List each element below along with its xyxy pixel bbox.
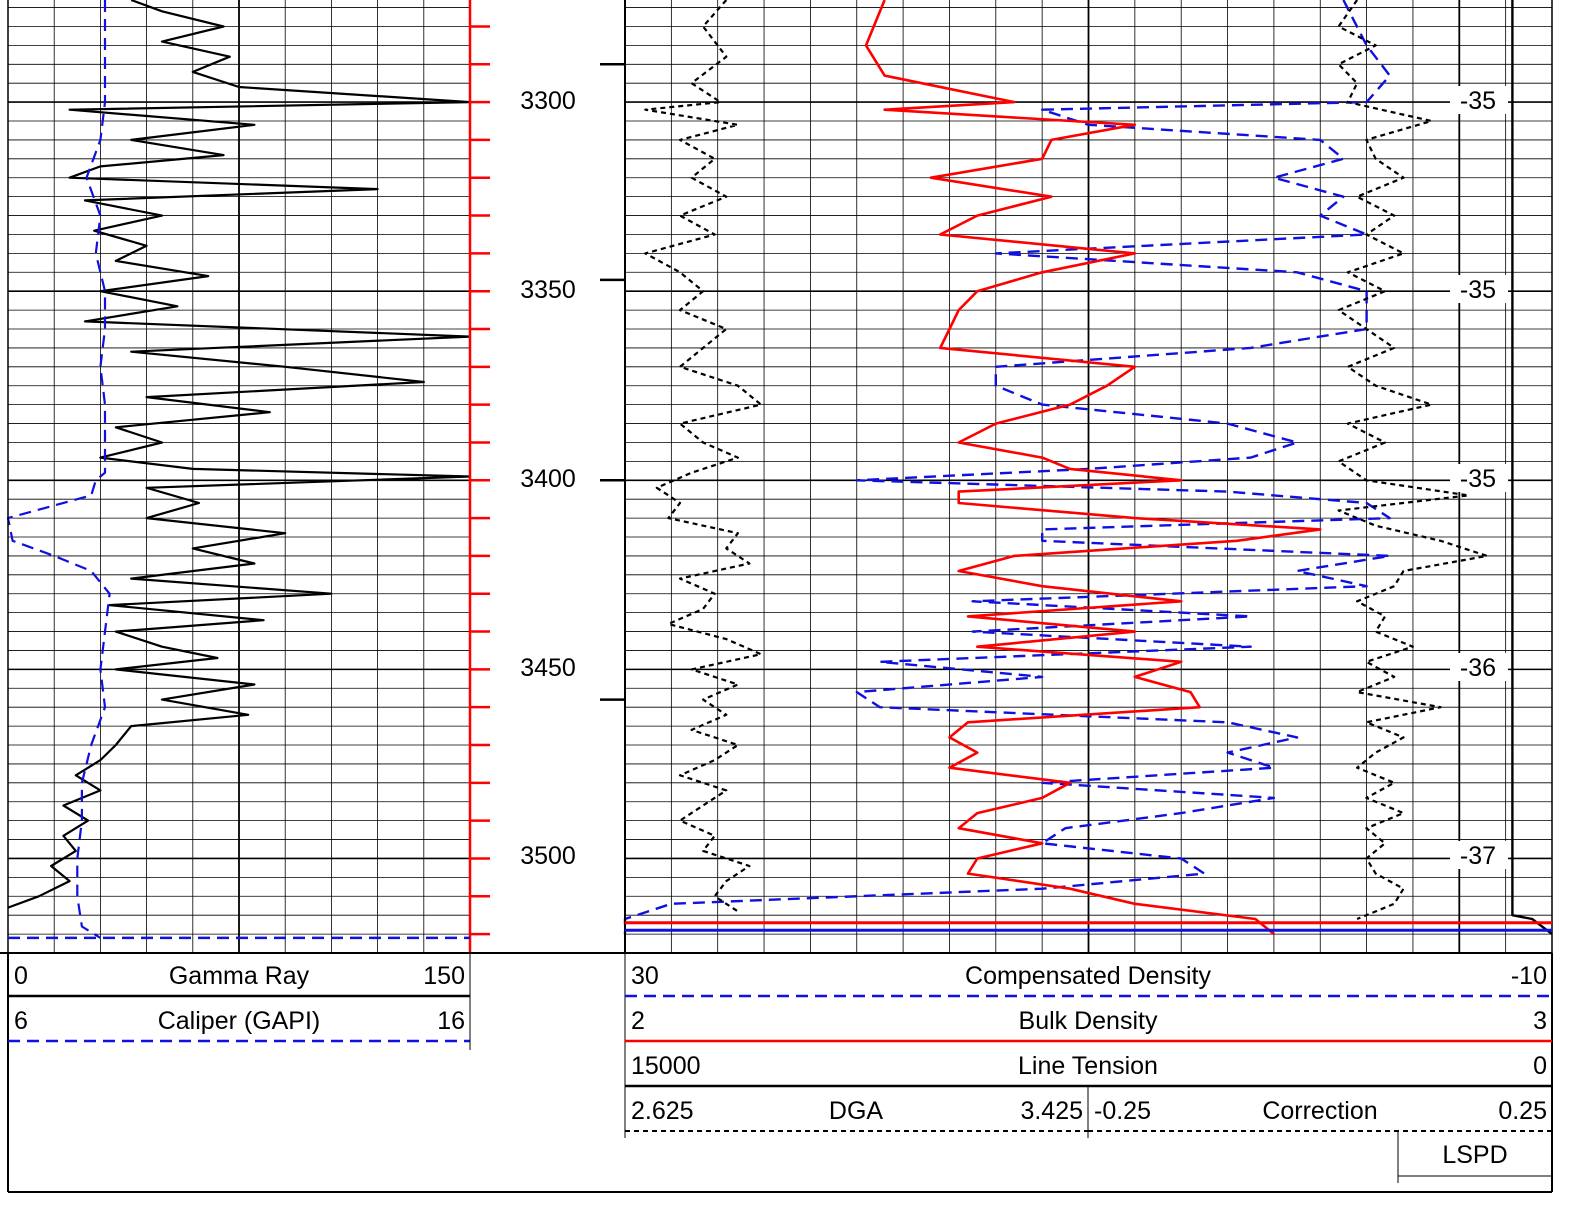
track-borders xyxy=(7,0,1553,953)
tension-label-4: -36 xyxy=(1460,654,1496,682)
curve-bulk-density xyxy=(864,0,1322,936)
correction-max: 0.25 xyxy=(1498,1097,1547,1125)
curve-compensated-density xyxy=(623,0,1392,935)
gamma-ray-min: 0 xyxy=(14,962,28,990)
correction-header: -0.25 Correction 0.25 xyxy=(1088,1097,1552,1132)
dga-header: 2.625 DGA 3.425 xyxy=(625,1097,1088,1132)
tension-label-2: -35 xyxy=(1460,276,1496,304)
depth-label-3400: 3400 xyxy=(520,465,576,493)
gamma-ray-name: Gamma Ray xyxy=(169,962,310,990)
caliper-max: 16 xyxy=(437,1007,465,1035)
correction-name: Correction xyxy=(1262,1097,1377,1125)
bulk-density-max: 3 xyxy=(1533,1007,1547,1035)
lspd-header: LSPD xyxy=(1397,1131,1552,1183)
line-tension-name: Line Tension xyxy=(1018,1052,1158,1080)
bulk-density-header: 2 Bulk Density 3 xyxy=(625,1007,1552,1043)
caliper-header: 6 Caliper (GAPI) 16 xyxy=(8,1007,470,1043)
header-section: 0 Gamma Ray 150 6 Caliper (GAPI) 16 30 C… xyxy=(0,952,1553,1193)
bulk-density-min: 2 xyxy=(631,1007,645,1035)
depth-label-3500: 3500 xyxy=(520,842,576,870)
dga-min: 2.625 xyxy=(631,1097,694,1125)
tension-label-1: -35 xyxy=(1460,87,1496,115)
compensated-density-header: 30 Compensated Density -10 xyxy=(625,962,1552,998)
caliper-min: 6 xyxy=(14,1007,28,1035)
depth-label-3350: 3350 xyxy=(520,276,576,304)
correction-min: -0.25 xyxy=(1094,1097,1151,1125)
depth-label-3300: 3300 xyxy=(520,87,576,115)
curve-layer xyxy=(6,0,1553,939)
grid-layer xyxy=(8,0,1552,953)
dga-max: 3.425 xyxy=(1020,1097,1083,1125)
compensated-density-max: -10 xyxy=(1511,962,1547,990)
tension-labels: -35 -35 -35 -36 -37 xyxy=(1450,86,1508,870)
depth-labels: 3300 3350 3400 3450 3500 xyxy=(520,87,576,870)
lspd-name: LSPD xyxy=(1442,1141,1507,1169)
depth-label-3450: 3450 xyxy=(520,654,576,682)
compensated-density-min: 30 xyxy=(631,962,659,990)
tension-label-5: -37 xyxy=(1460,842,1496,870)
curve-gamma-ray xyxy=(7,0,472,909)
caliper-name: Caliper (GAPI) xyxy=(158,1007,321,1035)
dga-name: DGA xyxy=(829,1097,884,1125)
bulk-density-name: Bulk Density xyxy=(1019,1007,1158,1035)
curve-dga xyxy=(644,0,763,913)
curve-line-tension xyxy=(1511,0,1553,936)
line-tension-max: 0 xyxy=(1533,1052,1547,1080)
line-tension-min: 15000 xyxy=(631,1052,701,1080)
compensated-density-name: Compensated Density xyxy=(965,962,1211,990)
gamma-ray-max: 150 xyxy=(423,962,465,990)
curve-correction xyxy=(1337,0,1489,921)
gamma-ray-header: 0 Gamma Ray 150 xyxy=(8,962,470,998)
tension-label-3: -35 xyxy=(1460,465,1496,493)
